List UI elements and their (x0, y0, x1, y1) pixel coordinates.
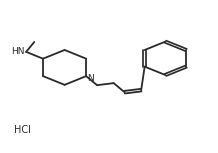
Text: HCl: HCl (14, 125, 31, 135)
Text: HN: HN (11, 47, 24, 56)
Text: N: N (87, 74, 94, 83)
